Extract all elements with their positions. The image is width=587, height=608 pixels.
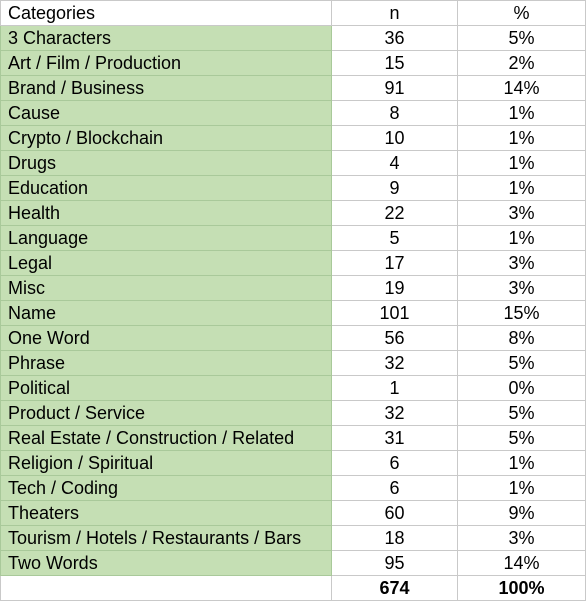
category-cell[interactable]: Brand / Business	[0, 75, 332, 101]
table-row: Real Estate / Construction / Related 31 5%	[0, 425, 586, 451]
count-cell[interactable]: 32	[331, 350, 458, 376]
percent-cell[interactable]: 5%	[457, 425, 586, 451]
count-cell[interactable]: 1	[331, 375, 458, 401]
category-cell[interactable]: One Word	[0, 325, 332, 351]
count-cell[interactable]: 32	[331, 400, 458, 426]
category-cell[interactable]: Legal	[0, 250, 332, 276]
count-cell[interactable]: 91	[331, 75, 458, 101]
percent-cell[interactable]: 1%	[457, 150, 586, 176]
header-percent[interactable]: %	[457, 0, 586, 26]
percent-cell[interactable]: 14%	[457, 550, 586, 576]
total-row: 674 100%	[0, 575, 586, 601]
percent-cell[interactable]: 2%	[457, 50, 586, 76]
category-cell[interactable]: 3 Characters	[0, 25, 332, 51]
category-cell[interactable]: Health	[0, 200, 332, 226]
percent-cell[interactable]: 15%	[457, 300, 586, 326]
table-row: Name 101 15%	[0, 300, 586, 326]
header-row: Categories n %	[0, 0, 586, 26]
category-cell[interactable]: Product / Service	[0, 400, 332, 426]
count-cell[interactable]: 56	[331, 325, 458, 351]
count-cell[interactable]: 31	[331, 425, 458, 451]
percent-cell[interactable]: 1%	[457, 475, 586, 501]
table-row: Health 22 3%	[0, 200, 586, 226]
category-cell[interactable]: Crypto / Blockchain	[0, 125, 332, 151]
percent-cell[interactable]: 1%	[457, 225, 586, 251]
table-row: One Word 56 8%	[0, 325, 586, 351]
count-cell[interactable]: 60	[331, 500, 458, 526]
percent-cell[interactable]: 3%	[457, 250, 586, 276]
category-cell[interactable]: Education	[0, 175, 332, 201]
category-cell[interactable]: Religion / Spiritual	[0, 450, 332, 476]
percent-cell[interactable]: 3%	[457, 200, 586, 226]
table-row: Drugs 4 1%	[0, 150, 586, 176]
category-cell[interactable]: Cause	[0, 100, 332, 126]
count-cell[interactable]: 9	[331, 175, 458, 201]
count-cell[interactable]: 5	[331, 225, 458, 251]
percent-cell[interactable]: 0%	[457, 375, 586, 401]
category-cell[interactable]: Theaters	[0, 500, 332, 526]
percent-cell[interactable]: 14%	[457, 75, 586, 101]
table-row: Political 1 0%	[0, 375, 586, 401]
category-cell[interactable]: Drugs	[0, 150, 332, 176]
total-label-cell[interactable]	[0, 575, 332, 601]
count-cell[interactable]: 95	[331, 550, 458, 576]
category-cell[interactable]: Art / Film / Production	[0, 50, 332, 76]
count-cell[interactable]: 19	[331, 275, 458, 301]
total-percent-cell[interactable]: 100%	[457, 575, 586, 601]
count-cell[interactable]: 8	[331, 100, 458, 126]
percent-cell[interactable]: 1%	[457, 100, 586, 126]
percent-cell[interactable]: 9%	[457, 500, 586, 526]
table-row: Crypto / Blockchain 10 1%	[0, 125, 586, 151]
category-cell[interactable]: Two Words	[0, 550, 332, 576]
category-cell[interactable]: Tech / Coding	[0, 475, 332, 501]
count-cell[interactable]: 10	[331, 125, 458, 151]
table-row: Cause 8 1%	[0, 100, 586, 126]
header-n[interactable]: n	[331, 0, 458, 26]
category-cell[interactable]: Misc	[0, 275, 332, 301]
table-row: Product / Service 32 5%	[0, 400, 586, 426]
percent-cell[interactable]: 3%	[457, 525, 586, 551]
category-cell[interactable]: Language	[0, 225, 332, 251]
category-cell[interactable]: Political	[0, 375, 332, 401]
percent-cell[interactable]: 3%	[457, 275, 586, 301]
total-count-cell[interactable]: 674	[331, 575, 458, 601]
table-row: Legal 17 3%	[0, 250, 586, 276]
header-categories[interactable]: Categories	[0, 0, 332, 26]
count-cell[interactable]: 18	[331, 525, 458, 551]
table-row: Tech / Coding 6 1%	[0, 475, 586, 501]
table-row: 3 Characters 36 5%	[0, 25, 586, 51]
percent-cell[interactable]: 1%	[457, 125, 586, 151]
count-cell[interactable]: 101	[331, 300, 458, 326]
percent-cell[interactable]: 5%	[457, 350, 586, 376]
category-cell[interactable]: Name	[0, 300, 332, 326]
percent-cell[interactable]: 1%	[457, 450, 586, 476]
count-cell[interactable]: 6	[331, 450, 458, 476]
percent-cell[interactable]: 1%	[457, 175, 586, 201]
table-row: Brand / Business 91 14%	[0, 75, 586, 101]
count-cell[interactable]: 4	[331, 150, 458, 176]
count-cell[interactable]: 22	[331, 200, 458, 226]
table-row: Education 9 1%	[0, 175, 586, 201]
count-cell[interactable]: 6	[331, 475, 458, 501]
category-cell[interactable]: Tourism / Hotels / Restaurants / Bars	[0, 525, 332, 551]
percent-cell[interactable]: 5%	[457, 25, 586, 51]
category-cell[interactable]: Real Estate / Construction / Related	[0, 425, 332, 451]
table-row: Misc 19 3%	[0, 275, 586, 301]
count-cell[interactable]: 17	[331, 250, 458, 276]
table-row: Theaters 60 9%	[0, 500, 586, 526]
table-row: Religion / Spiritual 6 1%	[0, 450, 586, 476]
percent-cell[interactable]: 8%	[457, 325, 586, 351]
count-cell[interactable]: 15	[331, 50, 458, 76]
table-row: Tourism / Hotels / Restaurants / Bars 18 3…	[0, 525, 586, 551]
percent-cell[interactable]: 5%	[457, 400, 586, 426]
category-cell[interactable]: Phrase	[0, 350, 332, 376]
table-row: Art / Film / Production 15 2%	[0, 50, 586, 76]
count-cell[interactable]: 36	[331, 25, 458, 51]
table-row: Language 5 1%	[0, 225, 586, 251]
table-row: Two Words 95 14%	[0, 550, 586, 576]
table-row: Phrase 32 5%	[0, 350, 586, 376]
